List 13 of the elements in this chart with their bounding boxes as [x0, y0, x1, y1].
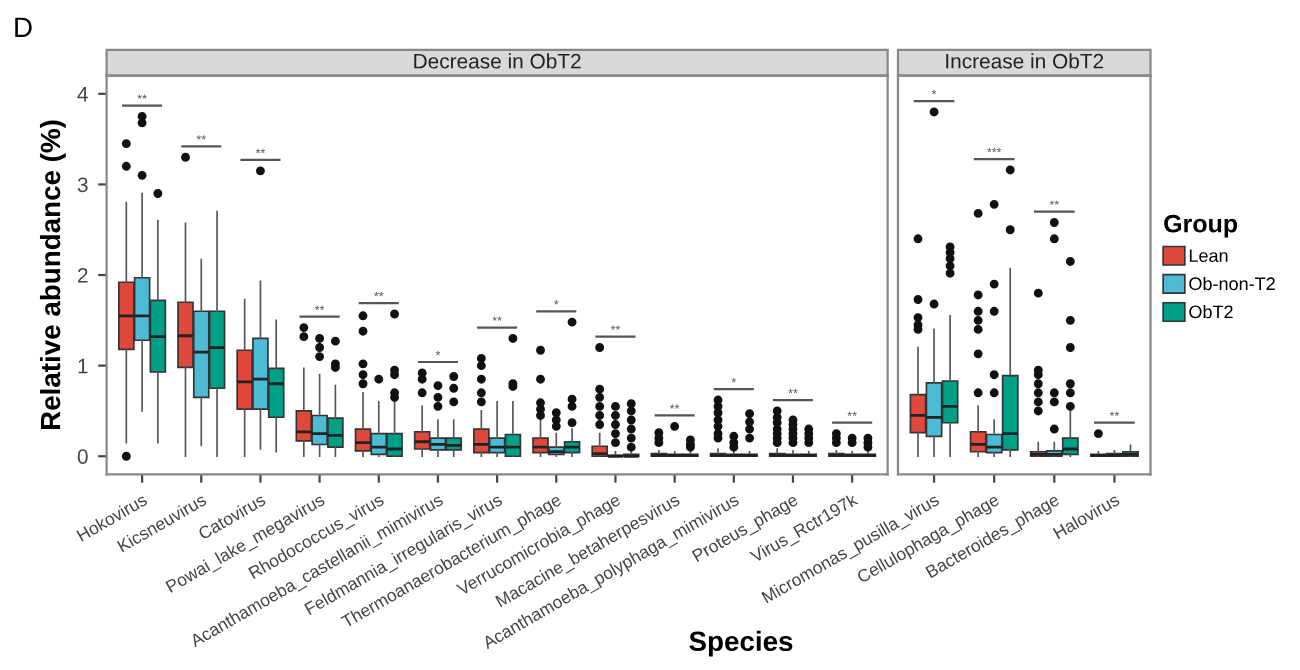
y-tick-label: 1: [78, 358, 88, 374]
y-tick-label: 4: [77, 87, 88, 102]
y-tick-label: 3: [77, 177, 88, 193]
legend-label: Lean: [1189, 249, 1228, 263]
text: D: [15, 17, 32, 37]
y-axis-title: Relative abundance (%): [39, 120, 66, 430]
chart-title: Decrease in ObT2: [414, 53, 581, 69]
legend-label: Ob-non-T2: [1189, 276, 1275, 291]
legend-title: Group: [1164, 214, 1238, 238]
y-tick-label: 0: [77, 449, 88, 464]
legend-label: ObT2: [1189, 305, 1233, 319]
chart-title: Increase in ObT2: [946, 53, 1104, 69]
y-tick-label: 2: [78, 268, 88, 283]
